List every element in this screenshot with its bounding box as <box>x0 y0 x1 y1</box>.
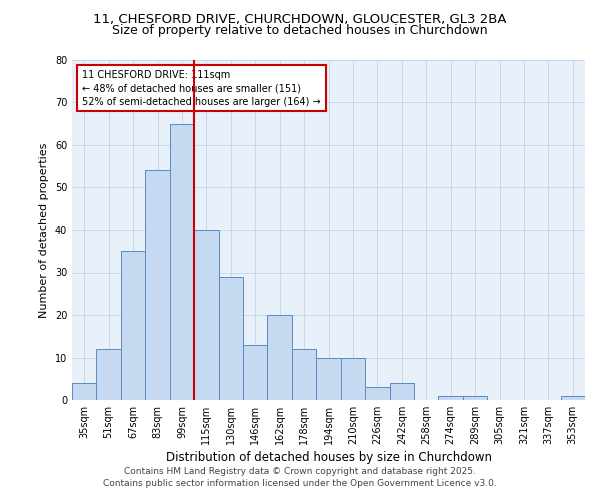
Bar <box>218 276 243 400</box>
Bar <box>439 396 463 400</box>
Bar <box>97 349 121 400</box>
Text: Contains HM Land Registry data © Crown copyright and database right 2025.
Contai: Contains HM Land Registry data © Crown c… <box>103 466 497 487</box>
Bar <box>121 251 145 400</box>
Bar <box>463 396 487 400</box>
Bar <box>72 383 97 400</box>
X-axis label: Distribution of detached houses by size in Churchdown: Distribution of detached houses by size … <box>166 451 491 464</box>
Bar <box>389 383 414 400</box>
Bar <box>170 124 194 400</box>
Text: 11, CHESFORD DRIVE, CHURCHDOWN, GLOUCESTER, GL3 2BA: 11, CHESFORD DRIVE, CHURCHDOWN, GLOUCEST… <box>93 12 507 26</box>
Bar <box>145 170 170 400</box>
Bar <box>365 387 389 400</box>
Bar <box>292 349 316 400</box>
Text: Size of property relative to detached houses in Churchdown: Size of property relative to detached ho… <box>112 24 488 37</box>
Bar <box>560 396 585 400</box>
Y-axis label: Number of detached properties: Number of detached properties <box>39 142 49 318</box>
Bar <box>243 345 268 400</box>
Bar <box>316 358 341 400</box>
Bar <box>341 358 365 400</box>
Bar <box>194 230 218 400</box>
Bar <box>268 315 292 400</box>
Text: 11 CHESFORD DRIVE: 111sqm
← 48% of detached houses are smaller (151)
52% of semi: 11 CHESFORD DRIVE: 111sqm ← 48% of detac… <box>82 70 321 106</box>
